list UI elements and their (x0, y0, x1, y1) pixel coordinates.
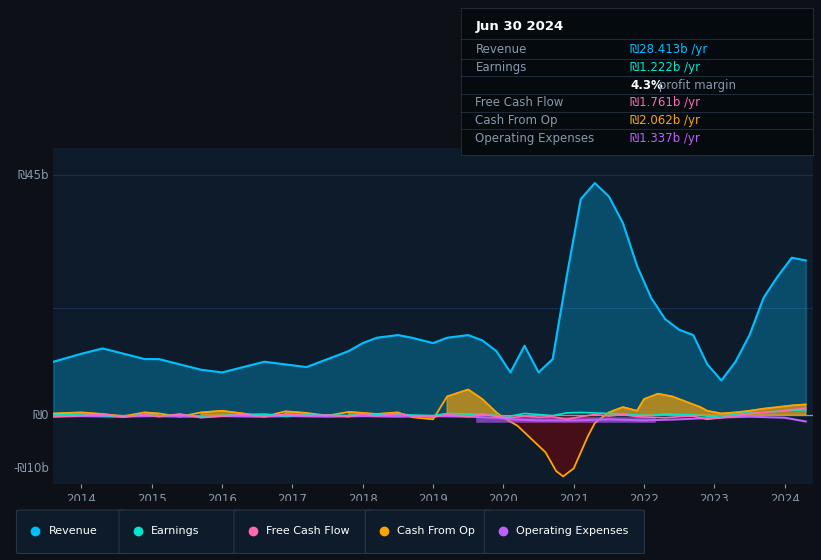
Text: ₪1.761b /yr: ₪1.761b /yr (630, 96, 700, 109)
FancyBboxPatch shape (119, 510, 242, 553)
Text: ₪28.413b /yr: ₪28.413b /yr (630, 43, 708, 57)
Text: Operating Expenses: Operating Expenses (516, 526, 629, 535)
Text: Revenue: Revenue (475, 43, 527, 57)
Text: Earnings: Earnings (475, 61, 527, 74)
Text: ₪45b: ₪45b (18, 169, 49, 181)
FancyBboxPatch shape (16, 510, 127, 553)
Text: Earnings: Earnings (151, 526, 200, 535)
Text: -₪10b: -₪10b (13, 462, 49, 475)
Text: ₪1.222b /yr: ₪1.222b /yr (630, 61, 700, 74)
Text: ₪0: ₪0 (33, 409, 49, 422)
Text: Cash From Op: Cash From Op (475, 114, 558, 127)
Text: Revenue: Revenue (48, 526, 97, 535)
Text: Free Cash Flow: Free Cash Flow (475, 96, 564, 109)
Text: Free Cash Flow: Free Cash Flow (266, 526, 350, 535)
Text: 4.3%: 4.3% (630, 78, 663, 92)
FancyBboxPatch shape (234, 510, 374, 553)
Text: Cash From Op: Cash From Op (397, 526, 475, 535)
FancyBboxPatch shape (484, 510, 644, 553)
Text: Jun 30 2024: Jun 30 2024 (475, 20, 564, 32)
FancyBboxPatch shape (365, 510, 493, 553)
Text: ₪1.337b /yr: ₪1.337b /yr (630, 132, 700, 144)
Text: ₪2.062b /yr: ₪2.062b /yr (630, 114, 700, 127)
Text: profit margin: profit margin (654, 78, 736, 92)
Text: Operating Expenses: Operating Expenses (475, 132, 594, 144)
